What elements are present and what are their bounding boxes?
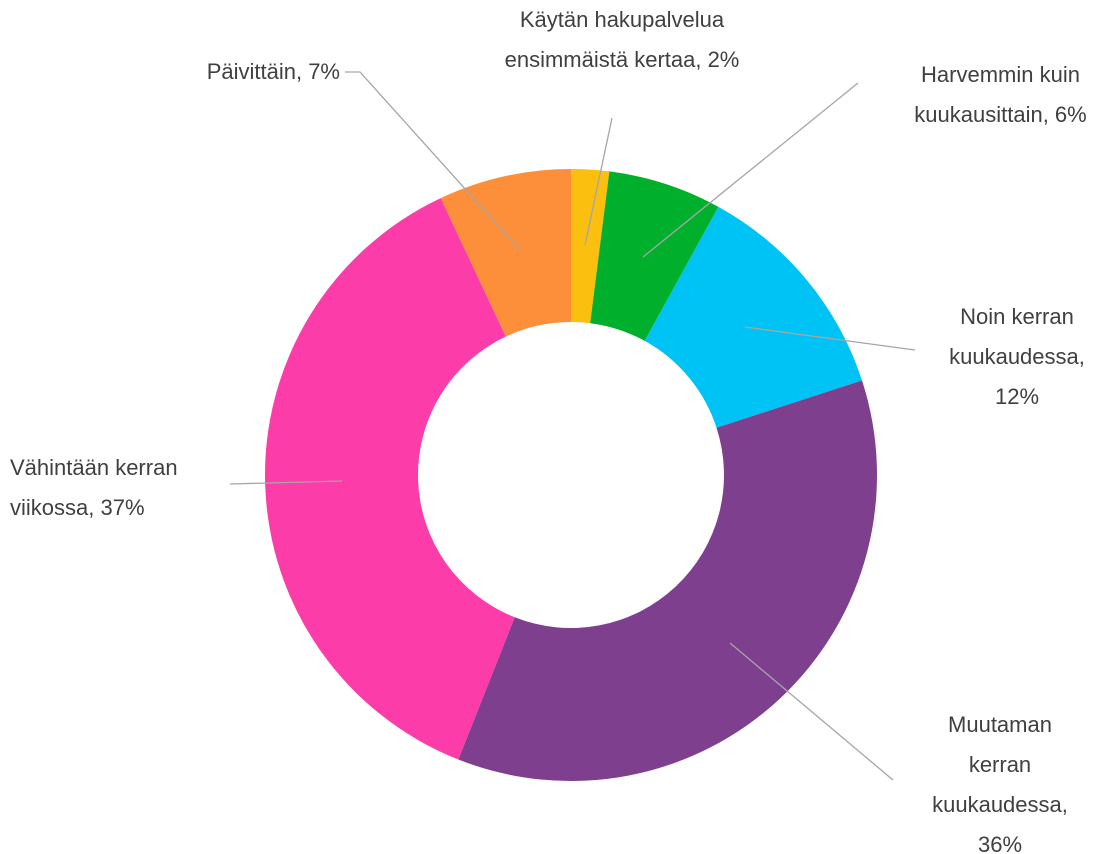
donut-slice xyxy=(458,380,878,781)
data-label: Päivittäin, 7% xyxy=(206,59,340,84)
donut-slice xyxy=(644,206,863,428)
leader-line xyxy=(744,326,916,351)
leader-line xyxy=(584,117,613,246)
leader-line xyxy=(729,642,894,781)
leader-line xyxy=(345,71,521,251)
leader-line xyxy=(642,82,859,258)
data-label: Noin kerran kuukaudessa, 12% xyxy=(949,304,1085,409)
donut-slice xyxy=(571,169,610,324)
data-label: Vähintään kerran viikossa, 37% xyxy=(10,455,178,520)
data-label: Harvemmin kuin kuukausittain, 6% xyxy=(914,62,1087,127)
data-label: Käytän hakupalvelua ensimmäistä kertaa, … xyxy=(504,7,740,72)
donut-slice xyxy=(590,171,719,341)
leader-line xyxy=(229,480,343,485)
data-label: Muutaman kerran kuukaudessa, 36% xyxy=(932,712,1068,854)
donut-slice xyxy=(265,198,515,760)
donut-slice xyxy=(440,169,571,337)
